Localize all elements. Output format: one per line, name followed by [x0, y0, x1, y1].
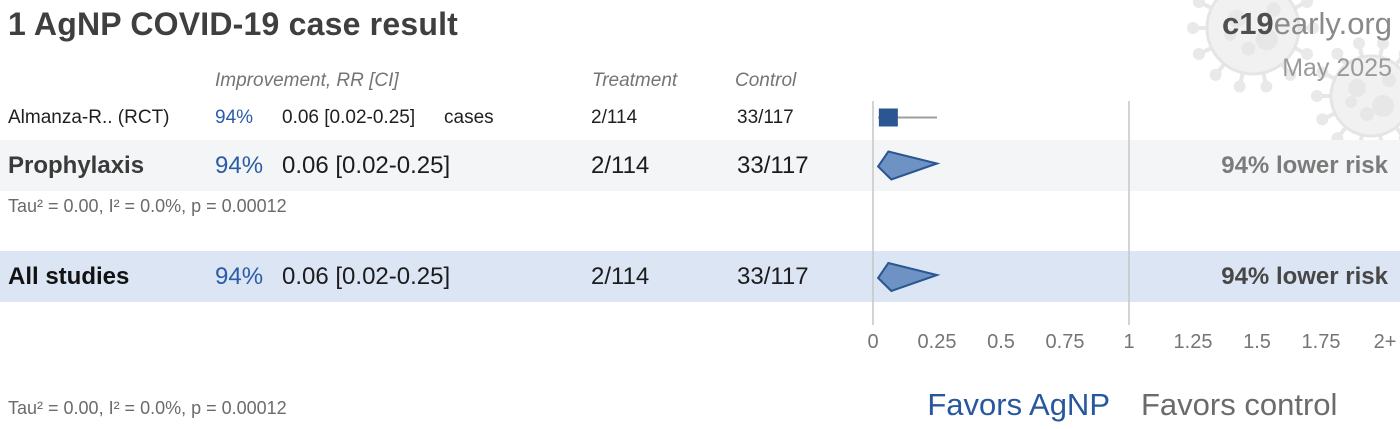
virus-dot	[1224, 28, 1236, 41]
study-control-count: 33/117	[737, 107, 794, 128]
prophylaxis-effect-label: 94% lower risk	[1221, 152, 1388, 179]
axis-tick-1.25: 1.25	[1173, 331, 1213, 353]
virus-dot	[1360, 107, 1374, 121]
axis-tick-0.5: 0.5	[987, 331, 1015, 353]
axis-tick-0: 0	[867, 331, 879, 353]
virus-dot	[1227, 9, 1246, 28]
virus-spike	[1394, 56, 1400, 66]
virus-spike-tip	[1233, 80, 1246, 93]
prophylaxis-improvement-pct: 94%	[215, 152, 264, 179]
virus-dot	[1241, 41, 1256, 56]
virus-spike-tip	[1377, 37, 1390, 50]
virus-dot	[1345, 96, 1357, 108]
virus-dot	[1382, 73, 1396, 87]
study-point-square	[878, 108, 898, 127]
all-studies-label: All studies	[8, 263, 130, 290]
virus-dot	[1372, 95, 1394, 117]
summary-diamond	[876, 261, 941, 293]
axis-tick-1: 1	[1123, 331, 1135, 353]
virus-spike	[1394, 126, 1400, 136]
brand-rest: early.org	[1273, 6, 1392, 41]
column-header-treatment: Treatment	[592, 70, 678, 91]
prophylaxis-row-background	[0, 140, 1400, 191]
favors-control-label: Favors control	[1141, 387, 1338, 422]
virus-spike-tip	[1316, 66, 1329, 79]
x-axis: 0 0.25 0.5 0.75 1 1.25 1.5 1.75 2+	[0, 331, 1400, 357]
virus-spike-tip	[1260, 80, 1273, 93]
virus-spike-tip	[1352, 37, 1365, 50]
axis-tick-1.75: 1.75	[1301, 331, 1341, 353]
brand-link[interactable]: c19early.org	[1222, 6, 1392, 42]
axis-tick-2+: 2+	[1373, 331, 1397, 353]
virus-spike-tip	[1187, 22, 1199, 34]
prophylaxis-rr-ci: 0.06 [0.02-0.25]	[282, 152, 451, 179]
page-title: 1 AgNP COVID-19 case result	[8, 6, 459, 42]
column-header-improvement: Improvement, RR [CI]	[215, 70, 399, 91]
prophylaxis-summary-row: Prophylaxis 94% 0.06 [0.02-0.25] 2/114 3…	[0, 140, 1400, 191]
virus-spike-tip	[1331, 47, 1344, 60]
favors-treatment-label: Favors AgNP	[927, 387, 1110, 422]
virus-spike-tip	[1192, 0, 1205, 8]
column-header-control: Control	[735, 70, 797, 91]
all-studies-rr-ci: 0.06 [0.02-0.25]	[282, 263, 451, 290]
prophylaxis-heterogeneity-stats: Tau² = 0.00, I² = 0.0%, p = 0.00012	[8, 196, 287, 216]
all-studies-effect-label: 94% lower risk	[1221, 263, 1388, 290]
virus-dot	[1266, 2, 1281, 17]
all-studies-summary-row: All studies 94% 0.06 [0.02-0.25] 2/114 3…	[0, 251, 1400, 302]
study-improvement-pct: 94%	[215, 107, 254, 128]
summary-diamond	[876, 150, 941, 181]
virus-dot	[1255, 28, 1278, 51]
study-treatment-count: 2/114	[591, 107, 638, 128]
virus-spike-tip	[1316, 113, 1329, 126]
virus-spike-tip	[1209, 68, 1222, 81]
axis-tick-0.25: 0.25	[917, 331, 957, 353]
brand-bold: c19	[1221, 6, 1274, 41]
virus-spike-tip	[1284, 68, 1297, 81]
axis-tick-0.75: 0.75	[1045, 331, 1085, 353]
study-row: Almanza-R.. (RCT) 94% 0.06 [0.02-0.25] c…	[0, 101, 1400, 135]
study-rr-ci: 0.06 [0.02-0.25]	[282, 107, 416, 128]
all-studies-treatment-count: 2/114	[591, 263, 650, 290]
overall-heterogeneity-stats: Tau² = 0.00, I² = 0.0%, p = 0.00012	[8, 398, 287, 418]
study-name: Almanza-R.. (RCT)	[8, 107, 170, 128]
virus-dot	[1348, 79, 1366, 97]
virus-spike-tip	[1301, 0, 1314, 8]
all-studies-control-count: 33/117	[737, 263, 809, 290]
virus-spike-tip	[1301, 48, 1314, 61]
virus-spike-tip	[1307, 22, 1319, 34]
axis-tick-1.5: 1.5	[1243, 331, 1271, 353]
virus-spike-tip	[1311, 90, 1323, 102]
all-studies-row-background	[0, 251, 1400, 302]
prophylaxis-treatment-count: 2/114	[591, 152, 650, 179]
virus-spike-tip	[1192, 48, 1205, 61]
date-label: May 2025	[1282, 54, 1392, 82]
all-studies-improvement-pct: 94%	[215, 263, 264, 290]
study-outcome: cases	[444, 107, 494, 128]
prophylaxis-label: Prophylaxis	[8, 152, 145, 179]
prophylaxis-control-count: 33/117	[737, 152, 809, 179]
